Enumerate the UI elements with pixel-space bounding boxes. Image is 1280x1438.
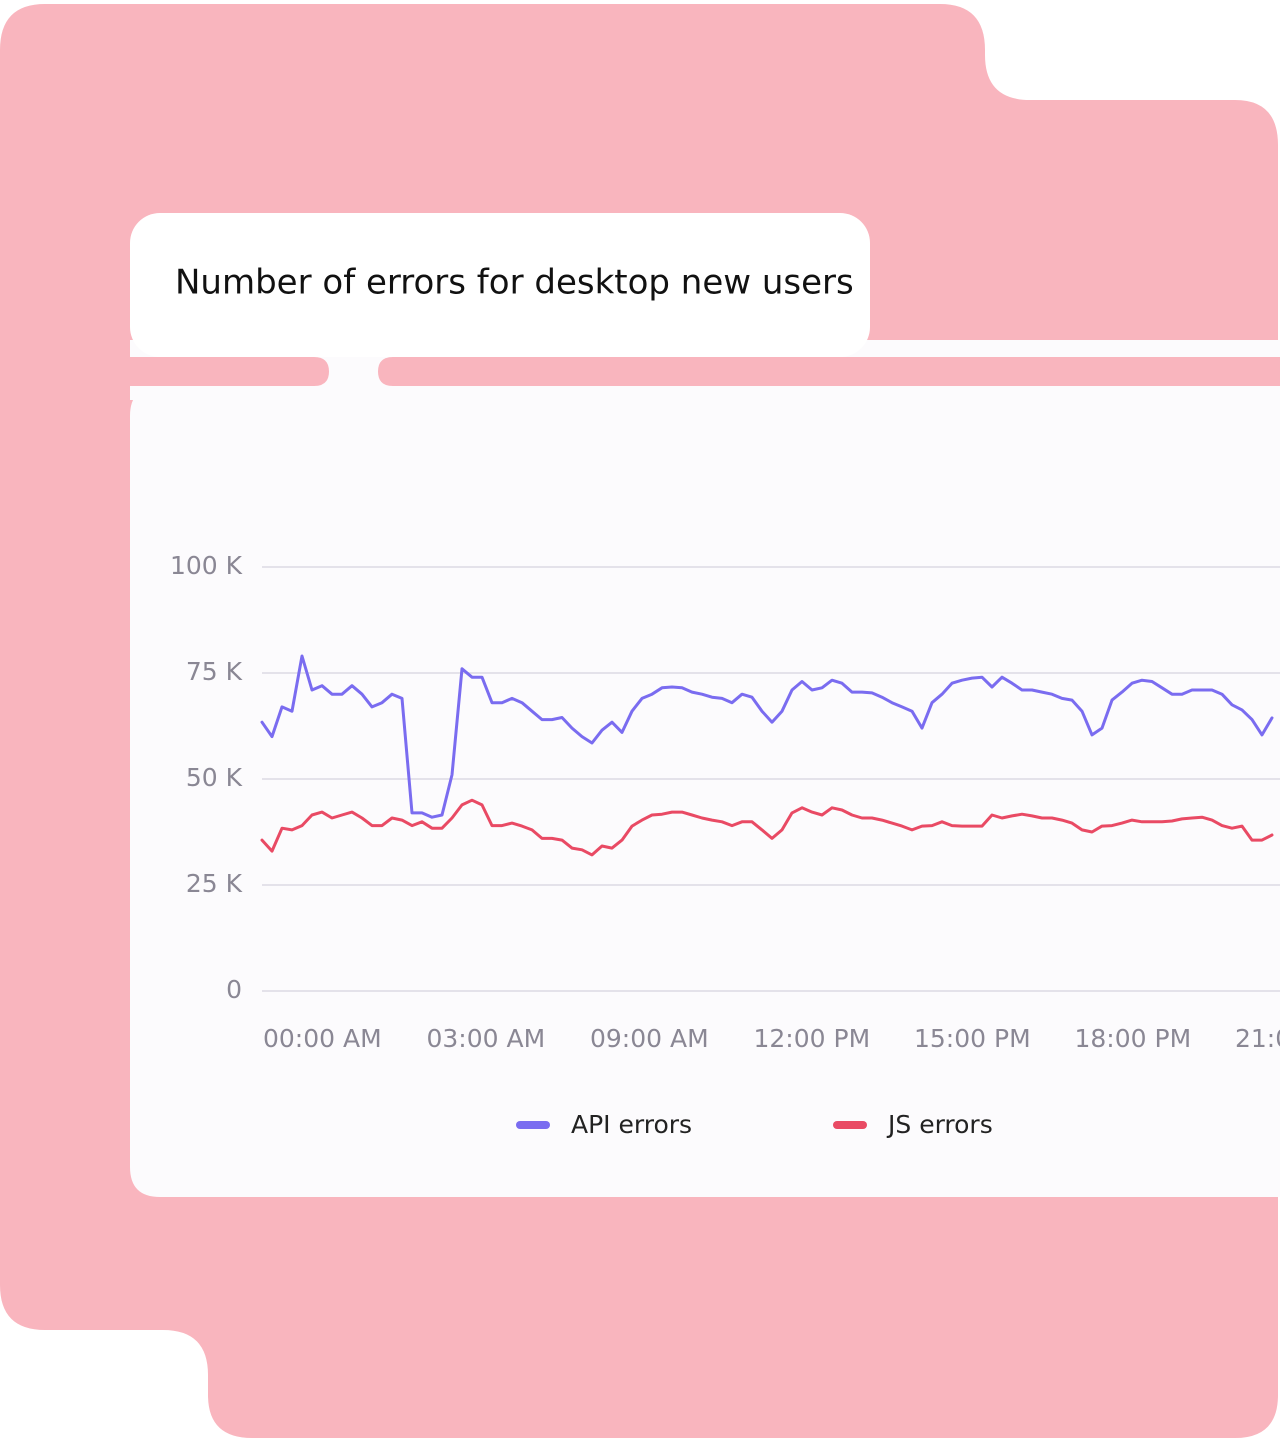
plot-area: 0 25 K 50 K 75 K 100 K 00:00 AM 03:00 AM 09:00 … (170, 551, 1280, 1139)
series-line (260, 798, 1274, 857)
legend-label: API errors (571, 1110, 692, 1139)
y-tick-label: 0 (226, 975, 242, 1004)
legend-label: JS errors (886, 1110, 993, 1139)
y-tick-label: 75 K (186, 657, 243, 686)
x-tick-label: 12:00 PM (754, 1024, 871, 1053)
x-tick-label: 15:00 PM (914, 1024, 1031, 1053)
y-tick-label: 50 K (186, 763, 243, 792)
x-tick-label: 00:00 AM (263, 1024, 382, 1053)
chart-card (130, 386, 1280, 1197)
y-tick-label: 25 K (186, 869, 243, 898)
chart-title: Number of errors for desktop new users (175, 263, 854, 303)
x-tick-label: 03:00 AM (427, 1024, 546, 1053)
title-card (130, 213, 870, 357)
x-tick-label: 09:00 AM (590, 1024, 709, 1053)
series-line (260, 654, 1274, 819)
pink-strip-right (378, 357, 1280, 386)
pink-strip-left (100, 357, 329, 386)
x-tick-label: 21:00 PM (1235, 1024, 1280, 1053)
y-tick-label: 100 K (170, 551, 243, 580)
x-tick-label: 18:00 PM (1075, 1024, 1192, 1053)
